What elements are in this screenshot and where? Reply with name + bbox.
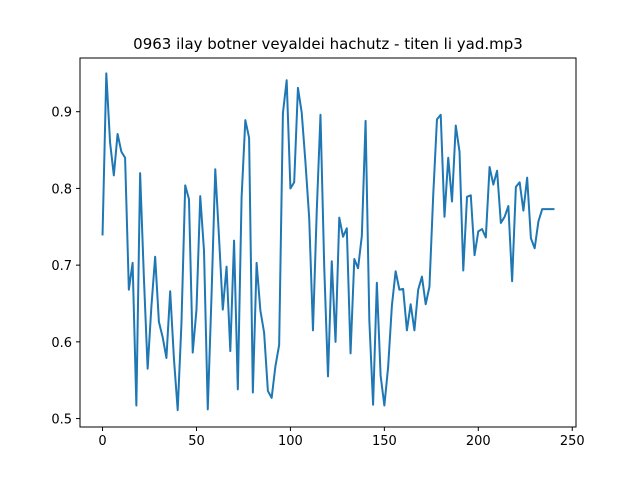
- x-tick-label: 100: [278, 434, 303, 449]
- x-axis-ticks: 0 50 100 150 200 250: [98, 427, 585, 449]
- axes-frame: [79, 57, 577, 428]
- plot-area: [101, 72, 555, 412]
- x-tick-label: 250: [560, 434, 585, 449]
- x-tick-label: 150: [372, 434, 397, 449]
- y-axis-ticks: 0.5 0.6 0.7 0.8 0.9: [51, 106, 80, 428]
- y-tick-label: 0.9: [51, 106, 72, 121]
- y-tick-label: 0.5: [51, 413, 72, 428]
- y-tick-label: 0.7: [51, 259, 72, 274]
- x-tick-label: 200: [466, 434, 491, 449]
- series-line: [101, 72, 555, 412]
- x-tick-label: 50: [188, 434, 205, 449]
- y-tick-label: 0.6: [51, 336, 72, 351]
- x-tick-label: 0: [98, 434, 106, 449]
- y-tick-label: 0.8: [51, 182, 72, 197]
- chart-title: 0963 ilay botner veyaldei hachutz - tite…: [133, 35, 523, 53]
